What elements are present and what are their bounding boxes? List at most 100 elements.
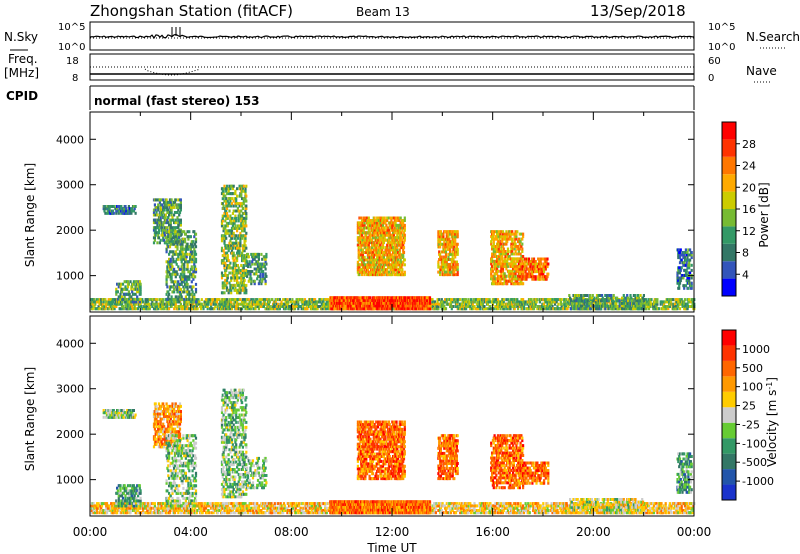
range-cell — [398, 307, 401, 311]
range-cell — [556, 305, 559, 308]
range-cell — [402, 253, 405, 257]
range-cell — [395, 216, 398, 220]
range-cell — [239, 216, 242, 220]
range-cell — [373, 216, 376, 220]
range-cell — [197, 298, 200, 302]
range-cell — [235, 204, 238, 208]
range-cell — [241, 207, 244, 210]
range-cell — [363, 221, 366, 225]
range-cell — [131, 305, 134, 308]
range-cell — [215, 302, 218, 306]
range-cell — [244, 209, 247, 213]
range-cell — [250, 279, 253, 283]
range-cell — [296, 305, 299, 308]
range-cell — [220, 305, 224, 308]
range-cell — [362, 241, 365, 245]
range-cell — [159, 198, 162, 202]
range-cell — [186, 242, 189, 246]
range-cell — [686, 307, 689, 311]
nsky-tick-top: 10^5 — [58, 22, 85, 33]
range-cell — [185, 290, 188, 294]
range-cell — [168, 297, 171, 301]
range-cell — [384, 233, 387, 237]
range-cell — [155, 300, 158, 304]
range-cell — [223, 283, 226, 287]
range-cell — [361, 219, 364, 222]
range-cell — [223, 266, 226, 270]
range-cell — [358, 251, 361, 254]
range-cell — [373, 296, 376, 300]
range-cell — [173, 297, 176, 301]
range-cell — [179, 203, 182, 207]
range-cell — [337, 304, 340, 308]
range-cell — [175, 270, 178, 274]
range-cell — [175, 240, 178, 244]
range-cell — [225, 207, 229, 210]
range-cell — [360, 216, 363, 220]
range-cell — [193, 230, 196, 234]
range-cell — [179, 230, 182, 234]
range-cell — [378, 260, 381, 264]
range-cell — [286, 298, 289, 302]
range-cell — [449, 300, 453, 304]
range-cell — [227, 259, 230, 263]
range-cell — [344, 304, 347, 308]
range-cell — [241, 214, 244, 218]
range-cell — [381, 246, 385, 250]
range-cell — [179, 250, 182, 254]
range-cell — [314, 298, 317, 302]
range-cell — [657, 307, 661, 311]
range-cell — [507, 307, 510, 311]
range-cell — [479, 305, 482, 308]
range-cell — [121, 209, 124, 213]
range-cell — [235, 288, 238, 292]
range-cell — [331, 299, 334, 302]
range-cell — [225, 281, 229, 285]
range-cell — [442, 237, 445, 241]
range-cell — [356, 260, 359, 264]
range-cell — [384, 219, 387, 222]
range-cell — [255, 270, 258, 273]
range-cell — [436, 298, 439, 302]
range-cell — [231, 269, 234, 272]
range-cell — [106, 302, 109, 306]
range-cell — [176, 237, 179, 241]
range-cell — [236, 298, 239, 302]
range-cell — [168, 302, 171, 306]
range-cell — [387, 226, 390, 230]
range-cell — [178, 285, 181, 289]
range-cell — [257, 282, 260, 286]
range-cell — [246, 272, 249, 276]
range-cell — [366, 268, 369, 272]
nsky-frame — [89, 21, 695, 51]
range-cell — [251, 262, 254, 266]
range-cell — [193, 292, 196, 296]
range-cell — [396, 255, 399, 259]
range-cell — [257, 307, 260, 311]
range-cell — [301, 298, 304, 302]
range-cell — [562, 307, 565, 311]
range-cell — [402, 231, 406, 235]
range-cell — [495, 300, 498, 304]
range-cell — [383, 258, 386, 262]
range-cell — [493, 300, 496, 304]
range-cell — [400, 265, 403, 269]
range-cell — [666, 298, 669, 302]
range-cell — [188, 307, 191, 311]
range-cell — [223, 239, 226, 243]
range-cell — [381, 260, 384, 264]
range-cell — [165, 230, 168, 234]
range-cell — [244, 219, 247, 223]
range-cell — [536, 298, 539, 302]
range-cell — [176, 211, 179, 214]
range-cell — [238, 254, 241, 258]
range-cell — [225, 302, 228, 306]
range-cell — [395, 263, 398, 267]
range-cell — [259, 300, 262, 304]
range-cell — [251, 305, 254, 308]
range-cell — [251, 298, 255, 302]
range-cell — [439, 242, 442, 246]
range-cell — [226, 231, 229, 235]
range-cell — [369, 260, 372, 264]
